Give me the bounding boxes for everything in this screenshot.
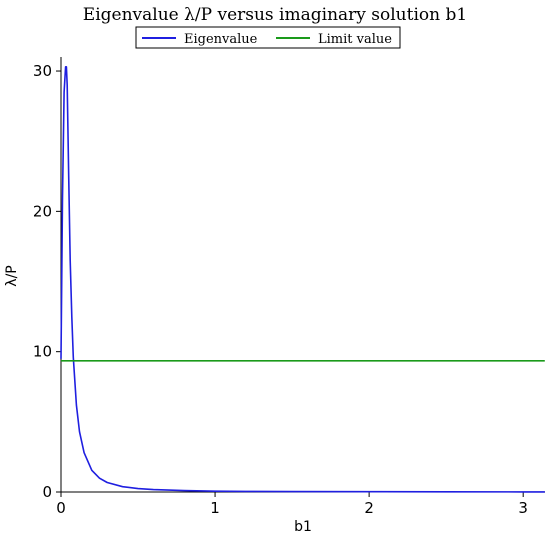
legend: Eigenvalue Limit value: [135, 26, 401, 49]
y-tick-label: 10: [33, 343, 52, 361]
x-axis-label: b1: [294, 519, 312, 535]
legend-box: [135, 26, 401, 49]
y-tick-label: 0: [42, 483, 52, 501]
ticks: 0 10 20 30 0 1 2 3: [33, 62, 528, 517]
x-tick-label: 2: [364, 499, 374, 517]
x-tick-label: 0: [56, 499, 66, 517]
series-line-eigenvalue: [60, 66, 545, 493]
y-axis-label: λ/P: [4, 265, 20, 286]
x-tick-label: 1: [210, 499, 220, 517]
y-tick-label: 30: [33, 62, 52, 80]
y-tick-label: 20: [33, 202, 52, 220]
legend-label-eigenvalue: Eigenvalue: [184, 32, 258, 47]
x-tick-label: 3: [518, 499, 528, 517]
chart-title: Eigenvalue λ/P versus imaginary solution…: [83, 5, 467, 25]
series-layer: [60, 66, 545, 493]
legend-label-limit-value: Limit value: [318, 32, 392, 47]
axes: [60, 57, 545, 493]
